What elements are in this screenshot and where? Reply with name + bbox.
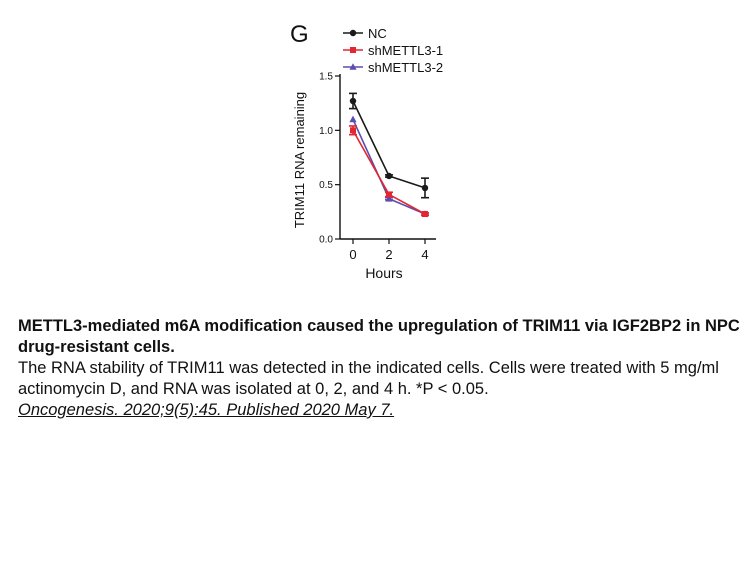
series-nc <box>349 92 429 199</box>
caption-body: The RNA stability of TRIM11 was detected… <box>18 359 719 398</box>
caption-title: METTL3-mediated m6A modification caused … <box>18 317 740 356</box>
legend-item: shMETTL3-1 <box>343 43 443 58</box>
data-point <box>385 172 393 180</box>
legend-label: shMETTL3-1 <box>368 43 443 58</box>
plot-area: 0.0 0.5 1.0 1.5 0 2 4 <box>319 72 436 262</box>
legend-label: NC <box>368 26 387 41</box>
chart-legend: NC shMETTL3-1 shMETTL3-2 <box>343 26 443 75</box>
data-point <box>421 184 429 192</box>
y-tick-label: 0.5 <box>319 180 333 191</box>
x-tick-label: 4 <box>421 247 428 262</box>
caption-citation[interactable]: Oncogenesis. 2020;9(5):45. Published 202… <box>18 401 395 419</box>
legend-item: shMETTL3-2 <box>343 60 443 75</box>
data-point <box>350 127 356 134</box>
legend-marker <box>350 47 356 53</box>
data-point <box>385 194 393 202</box>
data-point <box>422 211 428 218</box>
panel-label: G <box>290 21 309 48</box>
y-tick-label: 0.0 <box>319 235 333 246</box>
y-axis-label: TRIM11 RNA remaining <box>292 92 307 228</box>
legend-item: NC <box>343 26 387 41</box>
figure-caption: METTL3-mediated m6A modification caused … <box>18 316 753 421</box>
x-tick-label: 0 <box>349 247 356 262</box>
legend-marker <box>349 29 357 37</box>
y-tick-label: 1.5 <box>319 72 333 83</box>
series-shmettl3-2 <box>349 115 429 217</box>
x-axis-label: Hours <box>365 265 402 281</box>
legend-label: shMETTL3-2 <box>368 60 443 75</box>
series-shmettl3-1 <box>349 125 429 218</box>
chart-figure: G NC shMETTL3-1 shMETTL3-2 0.0 0.5 1.0 1.5 0 2 4… <box>290 21 443 281</box>
data-point <box>386 191 392 198</box>
legend-marker <box>349 63 357 70</box>
data-point <box>349 115 357 123</box>
y-tick-label: 1.0 <box>319 126 333 137</box>
x-tick-label: 2 <box>385 247 392 262</box>
data-point <box>349 97 357 105</box>
